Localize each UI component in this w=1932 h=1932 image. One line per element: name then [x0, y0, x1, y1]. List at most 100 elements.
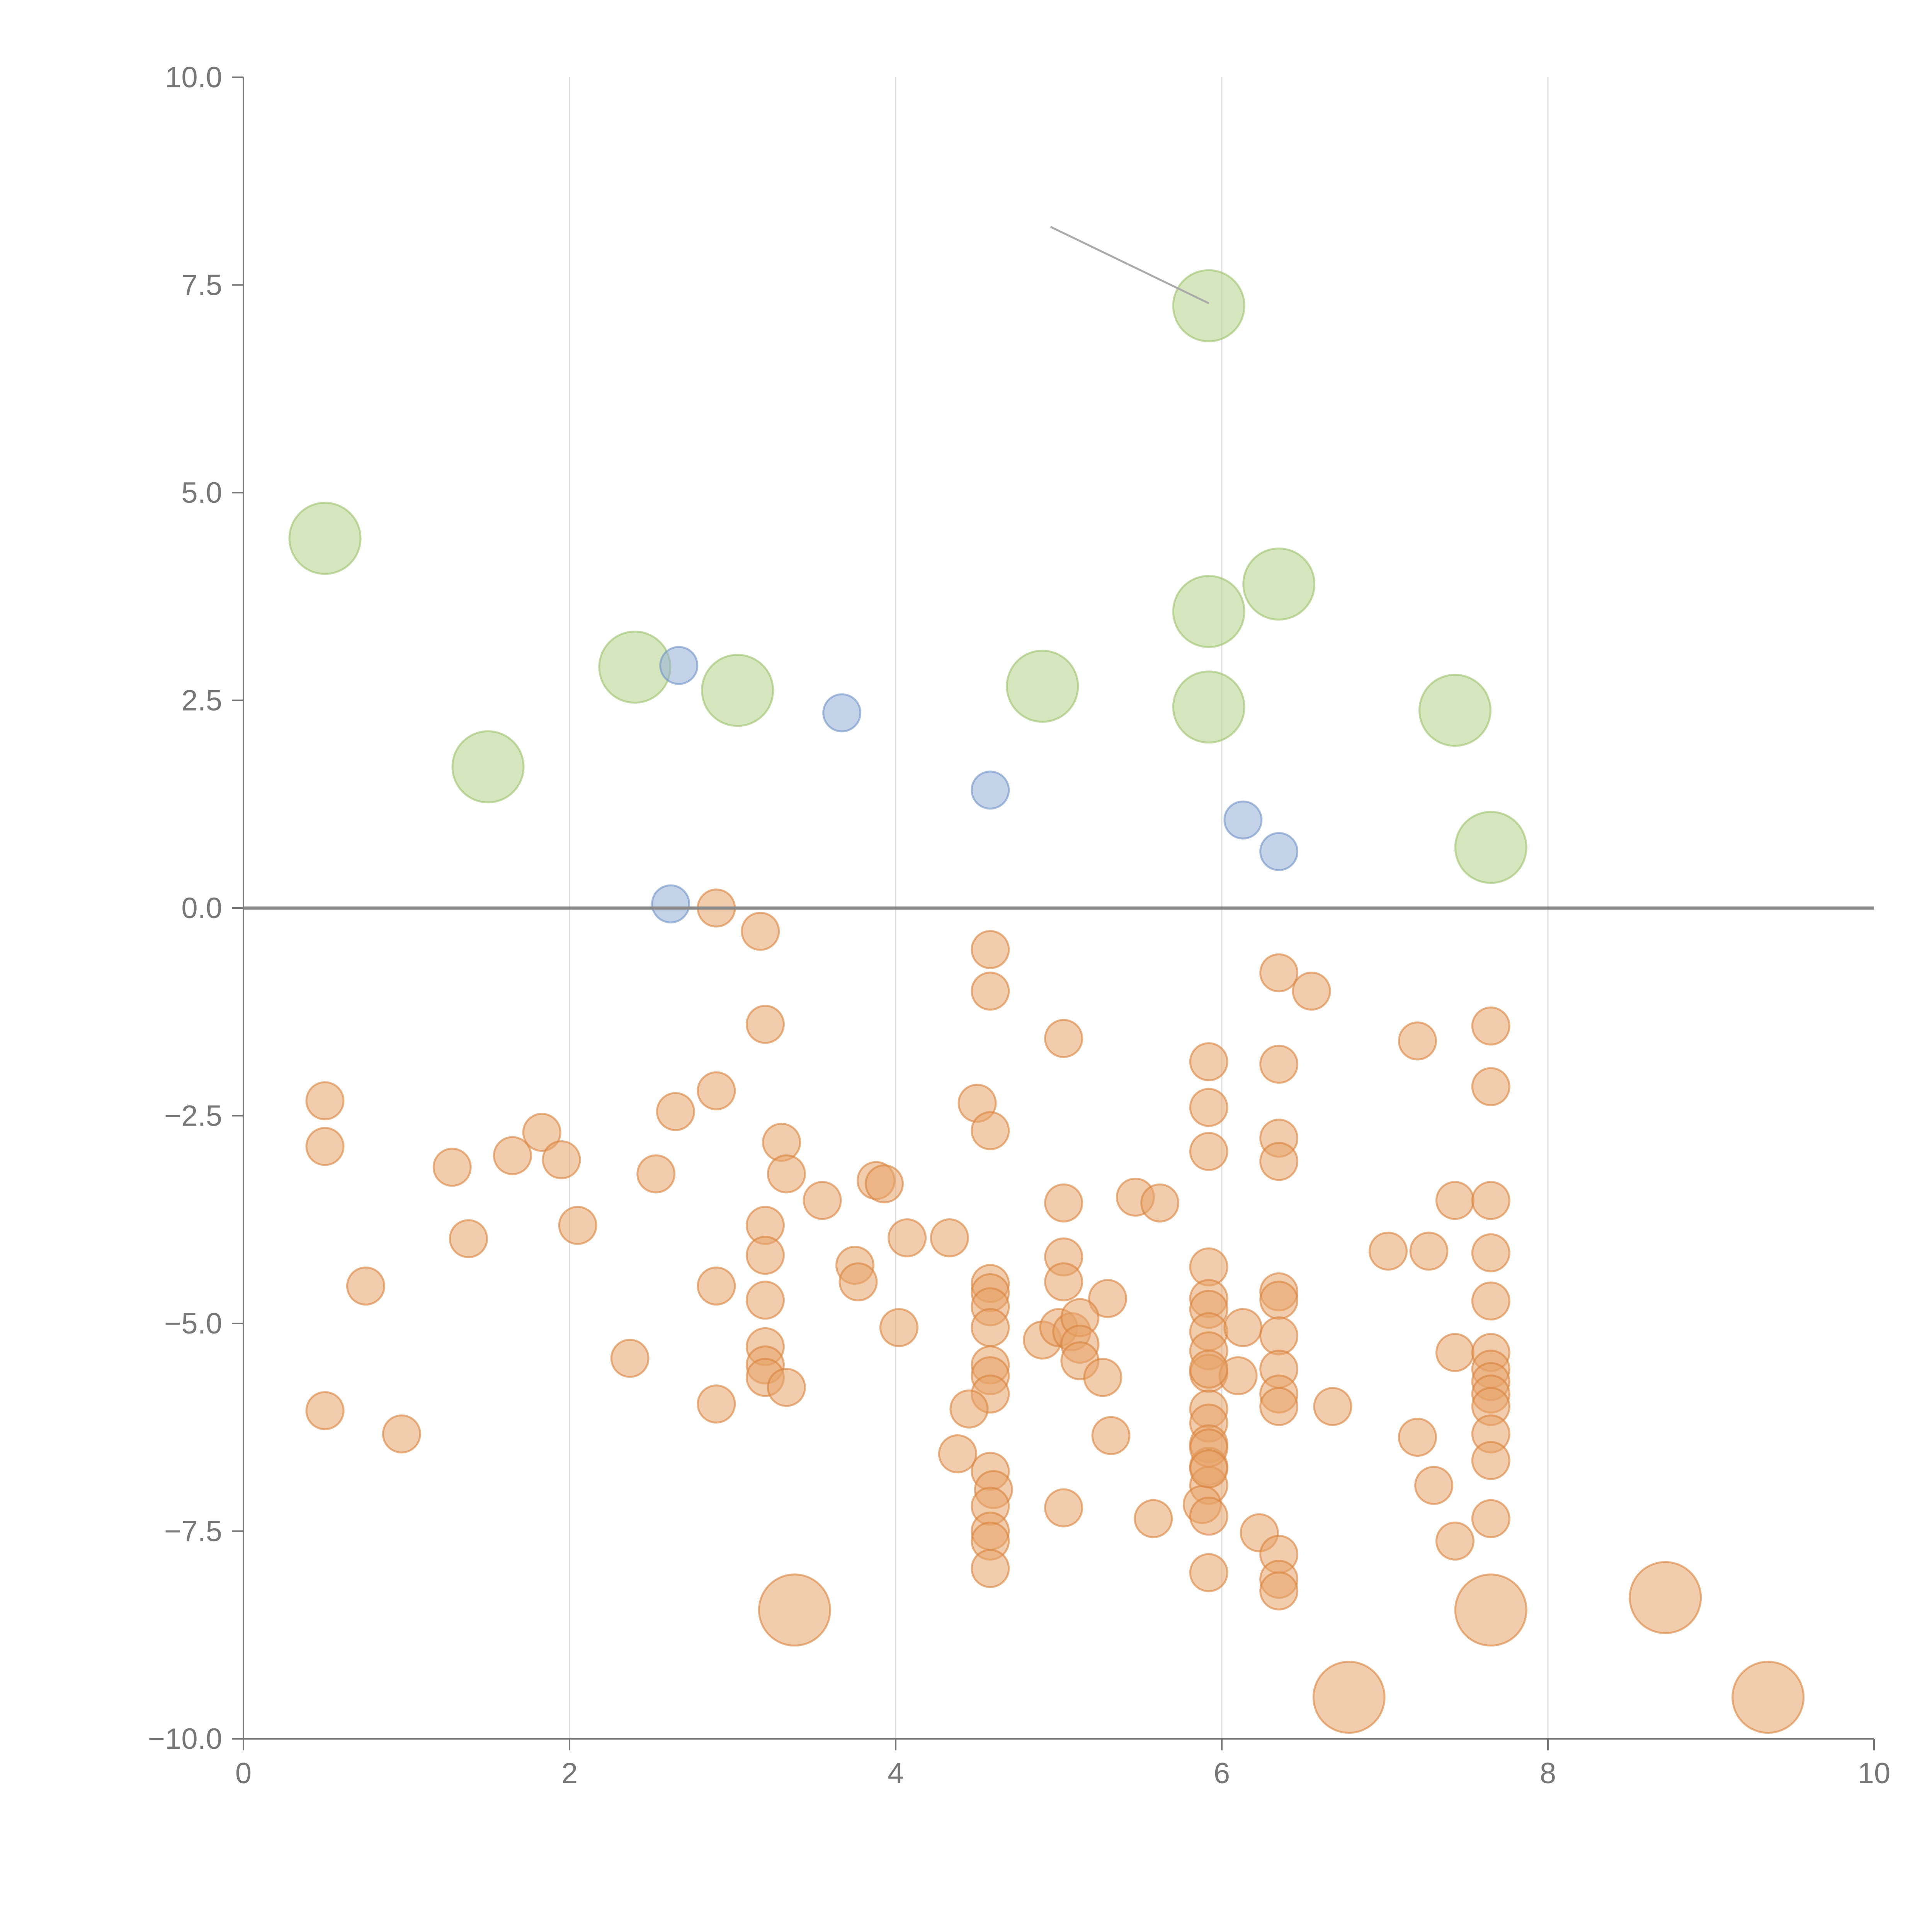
data-point-orange-small — [1189, 1497, 1228, 1536]
data-point-green-large — [451, 730, 525, 803]
data-point-orange-small — [697, 1384, 736, 1424]
data-point-orange-small — [1414, 1466, 1454, 1505]
axes: 10.0 7.5 5.0 2.5 0.0 −2.5 −5.0 −7.5 −10.0 0 2 4 6 8 10 — [148, 61, 1891, 1790]
y-tick-label: 10.0 — [165, 61, 222, 94]
data-point-green-large — [1006, 650, 1079, 723]
data-point-orange-small — [1189, 1449, 1228, 1488]
data-point-orange-small — [1044, 1488, 1083, 1527]
data-point-blue-small — [1259, 832, 1299, 871]
data-point-orange-small — [1083, 1358, 1122, 1397]
y-tick-label: 0.0 — [181, 892, 222, 925]
data-point-orange-large — [1454, 1573, 1527, 1647]
data-point-orange-small — [949, 1389, 989, 1429]
x-tick-label: 2 — [561, 1757, 578, 1790]
data-point-orange-small — [522, 1113, 561, 1152]
x-tick-label: 4 — [888, 1757, 904, 1790]
data-point-orange-small — [305, 1127, 345, 1166]
data-point-orange-large — [1629, 1561, 1702, 1634]
data-point-green-large — [1172, 269, 1245, 342]
data-point-orange-small — [971, 971, 1010, 1011]
data-points — [288, 269, 1805, 1734]
data-point-orange-small — [1292, 971, 1331, 1011]
data-point-orange-small — [542, 1140, 581, 1179]
data-point-orange-small — [493, 1136, 532, 1175]
data-point-orange-large — [1731, 1661, 1805, 1734]
data-point-orange-small — [1259, 1142, 1299, 1181]
data-point-orange-small — [1140, 1183, 1180, 1223]
data-point-orange-small — [1189, 1349, 1228, 1389]
data-point-orange-small — [1259, 1044, 1299, 1084]
x-tick-label: 8 — [1540, 1757, 1556, 1790]
data-point-blue-small — [651, 884, 690, 923]
data-point-orange-small — [741, 912, 780, 951]
data-point-orange-small — [656, 1092, 695, 1131]
x-tick-label: 0 — [235, 1757, 252, 1790]
data-point-orange-small — [1471, 1067, 1510, 1106]
x-tick-label: 6 — [1214, 1757, 1230, 1790]
data-point-orange-small — [558, 1206, 597, 1245]
data-point-orange-small — [971, 1549, 1010, 1588]
data-point-orange-small — [971, 1111, 1010, 1150]
data-point-orange-small — [1189, 1042, 1228, 1082]
data-point-orange-small — [1471, 1441, 1510, 1480]
data-point-orange-small — [305, 1391, 345, 1430]
data-point-orange-small — [1409, 1231, 1449, 1271]
y-tick-label: −5.0 — [164, 1307, 222, 1340]
data-point-orange-small — [971, 1308, 1010, 1347]
data-point-blue-small — [659, 646, 699, 685]
data-point-green-large — [701, 654, 774, 727]
data-point-orange-small — [1471, 1181, 1510, 1220]
data-point-orange-small — [636, 1154, 676, 1194]
data-point-orange-small — [610, 1338, 650, 1378]
data-point-blue-small — [971, 770, 1010, 810]
annotations — [243, 226, 1874, 910]
data-point-orange-small — [1368, 1231, 1408, 1271]
data-point-orange-small — [1259, 1281, 1299, 1320]
data-point-green-large — [1172, 670, 1245, 744]
data-point-orange-small — [767, 1368, 806, 1407]
data-point-green-large — [1418, 673, 1492, 747]
data-point-orange-small — [1259, 953, 1299, 993]
data-point-orange-small — [1435, 1181, 1475, 1220]
data-point-orange-small — [1259, 1571, 1299, 1611]
data-point-orange-small — [1044, 1183, 1083, 1223]
data-point-orange-small — [838, 1262, 878, 1301]
data-point-orange-small — [697, 1071, 736, 1111]
data-point-orange-small — [888, 1218, 927, 1258]
data-point-orange-small — [1044, 1019, 1083, 1058]
data-point-orange-small — [745, 1236, 785, 1275]
data-point-orange-small — [432, 1148, 472, 1187]
data-point-orange-small — [1398, 1021, 1437, 1061]
data-point-orange-small — [1189, 1088, 1228, 1127]
data-point-orange-small — [930, 1218, 969, 1258]
data-point-green-large — [1242, 548, 1316, 621]
data-point-orange-small — [1044, 1262, 1083, 1301]
data-point-orange-small — [1189, 1132, 1228, 1171]
data-point-orange-small — [1313, 1387, 1352, 1426]
data-point-blue-small — [822, 693, 862, 733]
data-point-orange-small — [382, 1414, 421, 1454]
data-point-orange-small — [1091, 1416, 1131, 1455]
y-tick-label: −7.5 — [164, 1515, 222, 1548]
data-point-orange-small — [767, 1154, 806, 1194]
data-point-orange-small — [1471, 1499, 1510, 1538]
data-point-orange-small — [1435, 1333, 1475, 1372]
y-tick-label: 2.5 — [181, 684, 222, 717]
data-point-orange-small — [803, 1181, 842, 1220]
y-tick-label: −2.5 — [164, 1100, 222, 1133]
data-point-green-large — [288, 502, 362, 575]
data-point-orange-small — [879, 1308, 918, 1347]
data-point-green-large — [1172, 575, 1245, 648]
y-tick-label: −10.0 — [148, 1723, 222, 1755]
data-point-green-large — [1454, 811, 1527, 884]
data-point-orange-small — [1259, 1387, 1299, 1426]
data-point-orange-small — [1134, 1499, 1173, 1538]
data-point-orange-small — [864, 1164, 904, 1204]
data-point-orange-small — [1259, 1316, 1299, 1355]
data-point-blue-small — [1223, 800, 1263, 840]
data-point-orange-small — [971, 930, 1010, 969]
data-point-orange-small — [745, 1005, 785, 1044]
y-tick-label: 7.5 — [181, 269, 222, 302]
x-tick-label: 10 — [1858, 1757, 1891, 1790]
